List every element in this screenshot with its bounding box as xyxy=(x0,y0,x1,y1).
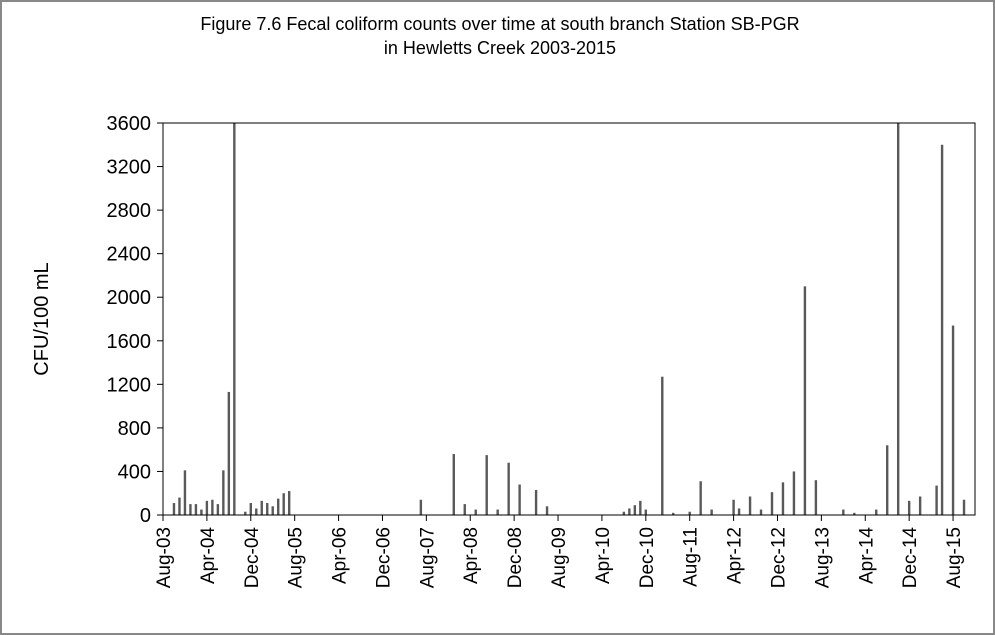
x-tick-label: Aug-03 xyxy=(154,527,175,588)
bar xyxy=(194,504,198,515)
bar xyxy=(940,144,944,515)
bar xyxy=(205,500,209,515)
bar xyxy=(244,511,247,515)
y-tick-label: 800 xyxy=(118,418,151,440)
bar xyxy=(287,491,291,515)
bar xyxy=(759,509,763,515)
chart-title: Figure 7.6 Fecal coliform counts over ti… xyxy=(200,14,800,58)
plot-border xyxy=(162,122,976,516)
bar xyxy=(781,482,785,515)
x-tick-label: Dec-10 xyxy=(637,527,658,588)
bar xyxy=(545,506,549,515)
y-tick-label: 0 xyxy=(140,505,151,527)
bar xyxy=(178,497,181,515)
x-tick-label: Apr-14 xyxy=(856,527,877,584)
bar xyxy=(814,480,818,515)
bar xyxy=(496,509,499,515)
x-tick-label: Apr-04 xyxy=(198,527,219,584)
bar xyxy=(842,509,845,515)
x-tick-label: Dec-06 xyxy=(373,527,394,588)
y-tick-label: 400 xyxy=(118,461,151,483)
bar xyxy=(507,462,510,515)
bar xyxy=(211,499,214,515)
bar xyxy=(255,508,258,515)
bar xyxy=(886,445,889,515)
bar xyxy=(688,511,691,515)
x-tick-label: Aug-05 xyxy=(286,527,307,588)
y-axis-label: CFU/100 mL xyxy=(31,262,53,375)
x-tick-label: Dec-04 xyxy=(242,527,263,589)
bar xyxy=(189,504,192,515)
x-tick-label: Aug-13 xyxy=(812,527,833,588)
bar xyxy=(962,499,966,515)
x-tick-label: Apr-10 xyxy=(593,527,614,584)
bar xyxy=(770,492,774,515)
bar xyxy=(216,504,220,515)
bar xyxy=(419,499,423,515)
bar xyxy=(792,471,796,515)
bar xyxy=(628,508,631,515)
bar xyxy=(172,503,176,515)
y-tick-label: 2400 xyxy=(107,244,152,266)
y-tick-label: 2000 xyxy=(107,287,152,309)
bar xyxy=(699,481,702,515)
bar xyxy=(266,503,269,515)
bar xyxy=(748,496,752,515)
bar xyxy=(183,470,187,515)
y-tick-label: 1200 xyxy=(107,374,152,396)
y-tick-label: 2800 xyxy=(107,200,152,222)
bar xyxy=(644,509,648,515)
bar xyxy=(737,508,741,515)
bar xyxy=(622,511,626,515)
bar xyxy=(249,503,252,515)
bar xyxy=(518,484,521,515)
bar xyxy=(474,509,477,515)
y-tick-label: 3200 xyxy=(107,157,152,179)
bar xyxy=(485,455,488,515)
bar xyxy=(463,504,466,515)
bar xyxy=(227,391,231,515)
bar xyxy=(875,509,878,515)
bar xyxy=(896,123,900,515)
x-tick-label: Dec-08 xyxy=(505,527,526,588)
x-tick-label: Apr-06 xyxy=(330,527,351,584)
bar xyxy=(853,512,856,515)
x-tick-label: Apr-08 xyxy=(461,527,482,584)
bar xyxy=(452,454,455,515)
bar xyxy=(672,512,675,515)
x-tick-label: Apr-12 xyxy=(725,527,746,584)
x-tick-label: Aug-09 xyxy=(549,527,570,588)
y-tick-label: 1600 xyxy=(107,331,152,353)
bar xyxy=(271,506,274,515)
bar xyxy=(233,123,236,515)
bar xyxy=(534,489,538,515)
bar xyxy=(661,376,664,515)
bar xyxy=(732,499,735,515)
bar xyxy=(222,470,225,515)
bar xyxy=(710,509,713,515)
bar xyxy=(260,500,263,515)
bar xyxy=(918,496,922,515)
x-tick-label: Aug-07 xyxy=(417,527,438,588)
y-tick-label: 3600 xyxy=(107,113,152,135)
x-tick-label: Aug-15 xyxy=(944,527,965,588)
bar xyxy=(200,509,203,515)
x-tick-label: Aug-11 xyxy=(681,527,702,587)
bar xyxy=(935,485,938,515)
x-tick-label: Dec-14 xyxy=(900,527,921,589)
bar xyxy=(277,498,280,515)
x-tick-label: Dec-12 xyxy=(768,527,789,588)
bar xyxy=(907,500,911,515)
bar xyxy=(633,505,637,515)
bar xyxy=(803,286,807,515)
bar xyxy=(282,493,285,515)
bar xyxy=(951,325,955,515)
bar xyxy=(639,500,642,515)
